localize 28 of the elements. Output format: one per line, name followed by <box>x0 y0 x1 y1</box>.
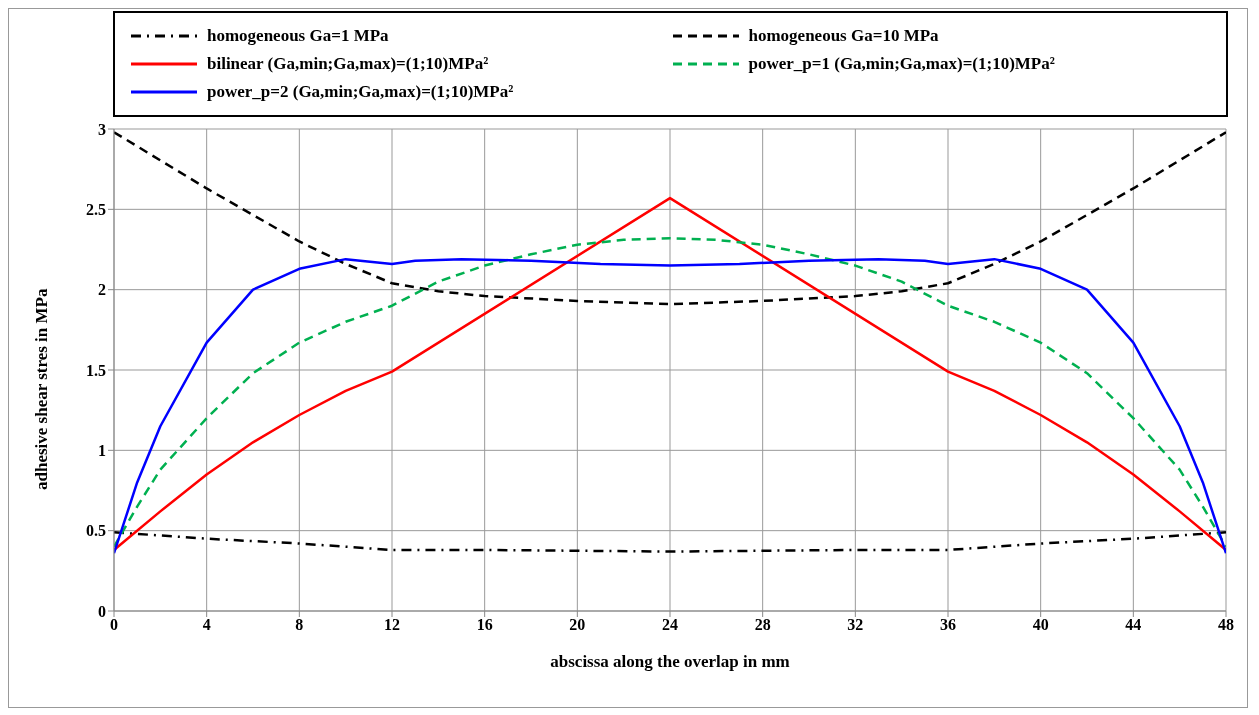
x-tick-label: 36 <box>940 616 956 634</box>
x-tick-label: 24 <box>662 616 678 634</box>
x-tick-label: 8 <box>295 616 304 634</box>
y-tick-label: 2 <box>98 281 106 299</box>
x-tick-label: 20 <box>569 616 586 634</box>
legend-label: power_p=1 (Ga,min;Ga,max)=(1;10)MPa² <box>748 54 1055 74</box>
legend-label: power_p=2 (Ga,min;Ga,max)=(1;10)MPa² <box>207 82 514 102</box>
x-tick-label: 32 <box>847 616 864 634</box>
legend-label: homogeneous Ga=1 MPa <box>207 26 389 46</box>
y-axis-title: adhesive shear stres in MPa <box>32 288 52 490</box>
x-tick-label: 4 <box>202 616 211 634</box>
y-tick-label: 0.5 <box>86 522 106 540</box>
y-tick-label: 1 <box>98 442 106 460</box>
x-tick-label: 12 <box>384 616 400 634</box>
y-tick-label: 0 <box>98 602 106 620</box>
x-axis-title: abscissa along the overlap in mm <box>550 652 790 671</box>
y-tick-label: 3 <box>98 120 106 138</box>
legend-label: homogeneous Ga=10 MPa <box>748 26 939 46</box>
line-series <box>114 531 1226 553</box>
y-tick-label: 2.5 <box>86 201 106 219</box>
x-tick-label: 48 <box>1218 616 1234 634</box>
y-tick-label: 1.5 <box>86 361 106 379</box>
legend-label: bilinear (Ga,min;Ga,max)=(1;10)MPa² <box>207 54 489 74</box>
x-tick-label: 40 <box>1032 616 1049 634</box>
x-tick-label: 16 <box>476 616 493 634</box>
x-tick-label: 28 <box>754 616 771 634</box>
x-tick-label: 0 <box>110 616 118 634</box>
x-tick-label: 44 <box>1125 616 1142 634</box>
